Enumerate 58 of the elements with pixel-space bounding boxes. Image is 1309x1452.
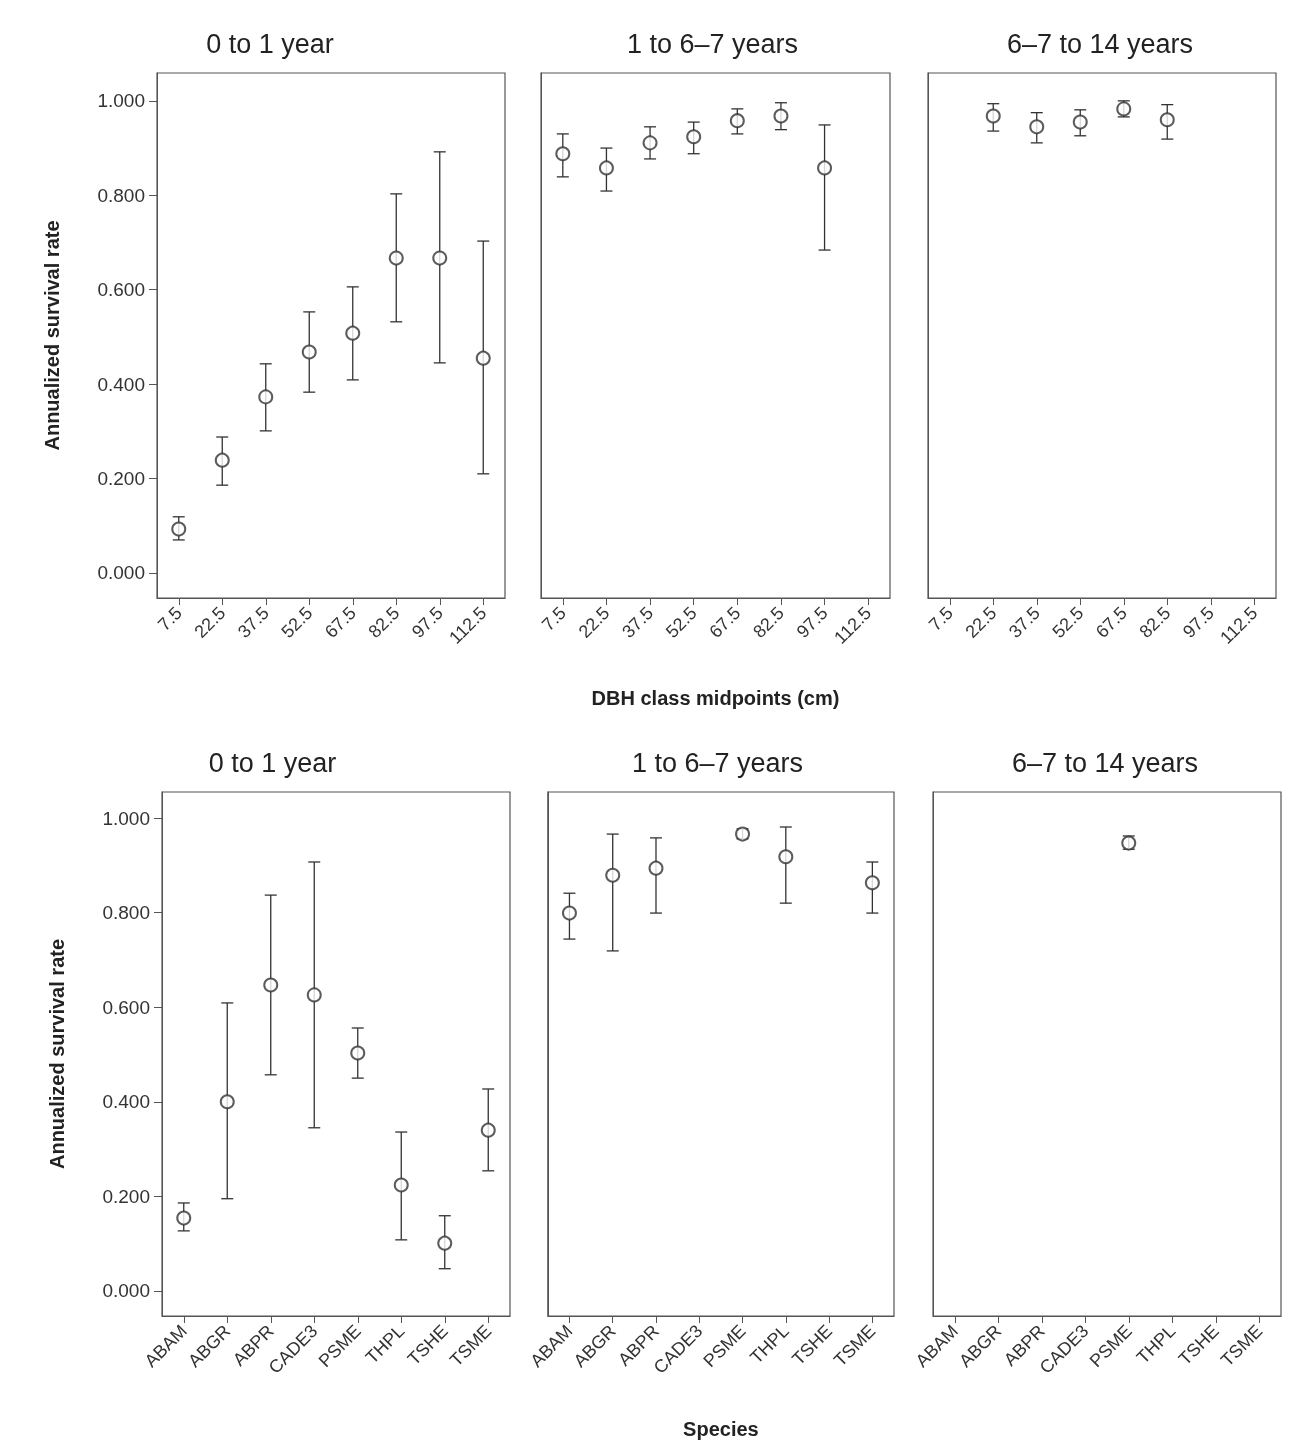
y-tick-label: 0.000 [97, 562, 145, 584]
point [1159, 112, 1175, 128]
point [686, 129, 702, 145]
point [350, 1045, 366, 1061]
point [306, 987, 322, 1003]
point [475, 350, 491, 366]
x-axis-title: Species [683, 1418, 759, 1440]
point [393, 1177, 409, 1193]
point [345, 325, 361, 341]
point [388, 250, 404, 266]
point [219, 1094, 235, 1110]
y-axis-title: Annualized survival rate [46, 938, 68, 1170]
point [301, 344, 317, 360]
y-tick-label: 0.200 [97, 468, 145, 490]
y-axis-title: Annualized survival rate [41, 220, 63, 451]
y-tick-label: 0.400 [102, 1091, 150, 1113]
point [555, 146, 571, 162]
point [171, 521, 187, 537]
x-tick-label: 7.5 [538, 602, 570, 635]
point [773, 108, 789, 124]
x-tick-label: 97.5 [792, 602, 832, 642]
y-tick-label: 0.600 [97, 279, 145, 301]
point [432, 250, 448, 266]
point [258, 389, 274, 405]
chart-title: 0 to 1 year [206, 28, 334, 59]
point [1072, 114, 1088, 130]
chart-title: 6–7 to 14 years [1006, 28, 1194, 59]
point [648, 860, 664, 876]
point [605, 867, 621, 883]
x-axis-title: DBH class midpoints (cm) [591, 687, 840, 709]
point [1029, 119, 1045, 135]
point [817, 160, 833, 176]
y-tick-label: 0.200 [102, 1185, 150, 1207]
point [214, 452, 230, 468]
point [598, 160, 614, 176]
point [642, 135, 658, 151]
point [778, 849, 794, 865]
y-tick-label: 1.000 [97, 90, 145, 112]
chart-title: 0 to 1 year [208, 747, 337, 778]
y-tick-label: 0.000 [102, 1280, 150, 1302]
chart-title: 1 to 6–7 years [631, 747, 804, 778]
chart-title: 1 to 6–7 years [626, 28, 799, 59]
y-tick-label: 0.800 [97, 184, 145, 206]
point [437, 1235, 453, 1251]
point [729, 113, 745, 129]
point [864, 875, 880, 891]
point [561, 905, 577, 921]
point [480, 1122, 496, 1138]
y-tick-label: 0.800 [102, 902, 150, 924]
y-tick-label: 0.400 [97, 373, 145, 395]
y-tick-label: 1.000 [102, 807, 150, 829]
x-tick-label: 7.5 [153, 602, 186, 635]
x-tick-label: 7.5 [924, 602, 957, 635]
point [263, 977, 279, 993]
chart-title: 6–7 to 14 years [1011, 747, 1199, 778]
point [985, 108, 1001, 124]
point [176, 1210, 192, 1226]
y-tick-label: 0.600 [102, 996, 150, 1018]
